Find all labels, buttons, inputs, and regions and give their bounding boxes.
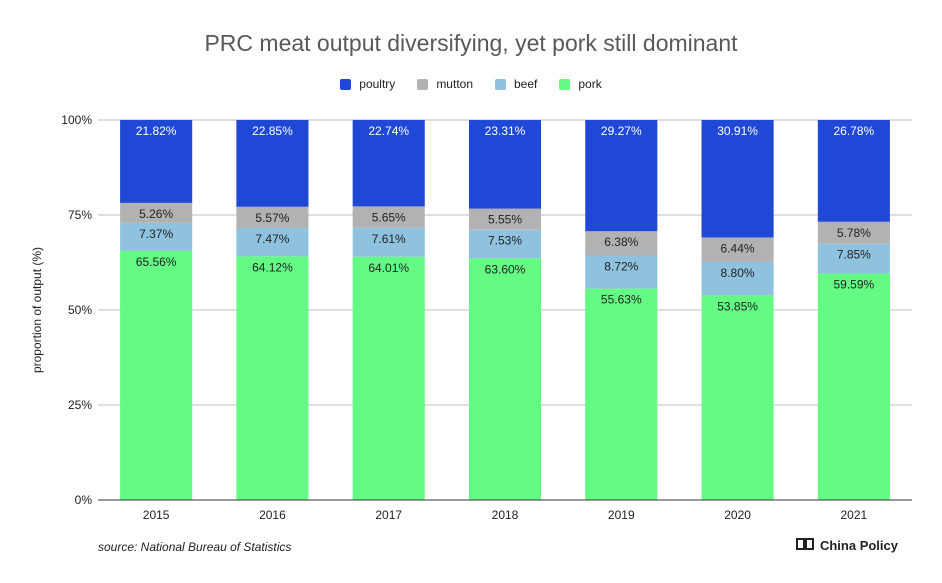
legend-item-poultry: poultry — [340, 77, 395, 91]
bar-mutton — [468, 208, 542, 230]
bar-poultry — [120, 119, 193, 203]
legend: poultry mutton beef pork — [0, 77, 942, 91]
data-label-pork: 64.12% — [252, 260, 293, 274]
data-label-mutton: 5.26% — [139, 207, 173, 221]
y-tick-label: 75% — [68, 208, 92, 222]
legend-label-beef: beef — [514, 77, 538, 91]
x-tick-label: 2019 — [608, 508, 635, 522]
bar-poultry — [468, 120, 542, 209]
x-tick-label: 2021 — [841, 508, 868, 522]
bar-mutton — [817, 221, 890, 244]
brand: China Policy — [795, 538, 898, 553]
bar-poultry — [236, 119, 309, 207]
legend-swatch-poultry — [340, 78, 352, 90]
legend-item-beef: beef — [495, 77, 537, 91]
legend-label-pork: pork — [578, 77, 602, 91]
bar-mutton — [585, 231, 658, 256]
bar-poultry — [585, 120, 658, 232]
y-tick-label: 50% — [68, 303, 92, 317]
data-label-beef: 7.47% — [255, 232, 289, 246]
legend-item-mutton: mutton — [417, 77, 473, 91]
brand-name: China Policy — [819, 538, 898, 553]
data-label-beef: 7.61% — [372, 232, 406, 246]
data-label-poultry: 30.91% — [717, 124, 758, 138]
x-tick-label: 2015 — [143, 508, 170, 522]
data-label-poultry: 29.27% — [601, 124, 642, 138]
bar-beef — [701, 261, 774, 296]
bar-beef — [468, 229, 542, 259]
bar-mutton — [236, 206, 309, 228]
legend-swatch-beef — [495, 78, 506, 90]
data-label-pork: 59.59% — [834, 278, 875, 292]
data-label-mutton: 5.78% — [837, 226, 871, 240]
legend-label-poultry: poultry — [359, 77, 396, 91]
bar-pork — [236, 256, 309, 500]
bar-beef — [120, 222, 193, 251]
data-label-mutton: 5.65% — [372, 210, 406, 224]
bar-pork — [701, 295, 774, 500]
data-label-mutton: 6.44% — [721, 241, 755, 255]
data-label-beef: 7.53% — [488, 234, 522, 248]
bar-mutton — [352, 206, 425, 228]
data-label-mutton: 5.55% — [488, 213, 522, 227]
bar-mutton — [120, 202, 193, 223]
y-tick-label: 100% — [61, 113, 92, 127]
bar-beef — [585, 255, 658, 289]
data-label-beef: 8.72% — [604, 259, 638, 273]
data-label-poultry: 26.78% — [834, 124, 875, 138]
data-label-poultry: 22.85% — [252, 124, 293, 138]
data-label-pork: 65.56% — [136, 255, 177, 269]
data-label-poultry: 22.74% — [368, 124, 409, 138]
data-label-beef: 8.80% — [721, 266, 755, 280]
data-label-poultry: 23.31% — [485, 124, 526, 138]
data-label-mutton: 5.57% — [255, 211, 289, 225]
bar-pork — [352, 256, 425, 500]
bar-pork — [468, 258, 542, 500]
data-label-pork: 55.63% — [601, 293, 642, 307]
legend-label-mutton: mutton — [436, 77, 473, 91]
legend-item-pork: pork — [559, 77, 602, 91]
bar-poultry — [352, 119, 425, 207]
y-tick-label: 25% — [68, 398, 92, 412]
data-label-beef: 7.37% — [139, 227, 173, 241]
legend-swatch-pork — [559, 78, 571, 90]
data-label-pork: 63.60% — [485, 262, 526, 276]
legend-swatch-mutton — [417, 78, 429, 90]
data-label-poultry: 21.82% — [136, 124, 177, 138]
bar-pork — [585, 288, 658, 500]
bar-beef — [817, 243, 890, 274]
bar-mutton — [701, 237, 774, 262]
bar-poultry — [701, 120, 774, 238]
data-label-beef: 7.85% — [837, 248, 871, 262]
y-tick-label: 0% — [75, 493, 93, 507]
x-tick-label: 2018 — [492, 508, 519, 522]
chart-title: PRC meat output diversifying, yet pork s… — [204, 30, 738, 56]
x-tick-label: 2016 — [259, 508, 286, 522]
data-label-mutton: 6.38% — [604, 235, 638, 249]
data-label-pork: 53.85% — [717, 299, 758, 313]
x-tick-label: 2017 — [375, 508, 402, 522]
bar-poultry — [817, 120, 890, 222]
x-tick-label: 2020 — [724, 508, 751, 522]
data-label-pork: 64.01% — [368, 261, 409, 275]
bar-pork — [817, 273, 890, 500]
bar-beef — [352, 227, 425, 257]
china-policy-logo-icon — [795, 538, 814, 553]
bar-beef — [236, 227, 309, 257]
bar-pork — [120, 250, 193, 500]
source-note: source: National Bureau of Statistics — [98, 540, 292, 554]
